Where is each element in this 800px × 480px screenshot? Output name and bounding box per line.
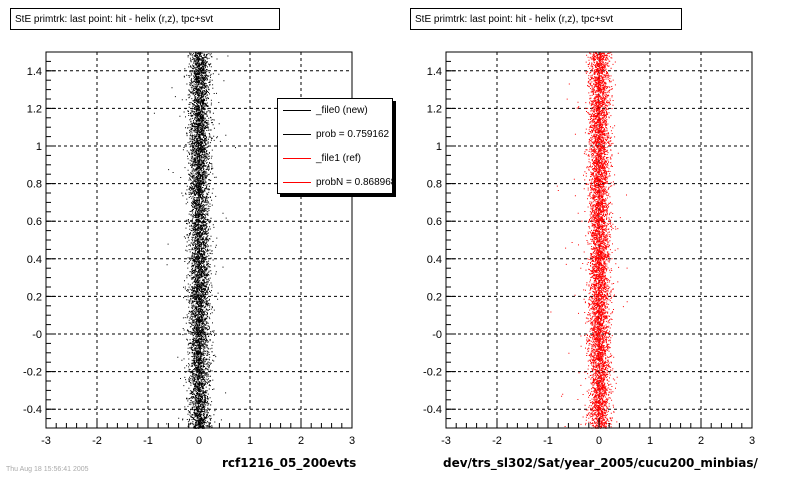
x-tick-label: 3 — [749, 435, 755, 447]
footer-timestamp: Thu Aug 18 15:56:41 2005 — [6, 466, 89, 473]
y-tick-label: 1.4 — [27, 66, 42, 78]
x-tick-label: -1 — [543, 435, 553, 447]
plot-title-right: StE primtrk: last point: hit - helix (r,… — [410, 8, 682, 30]
legend-label: prob = 0.759162 — [316, 129, 390, 140]
y-tick-label: 0.2 — [427, 291, 442, 303]
x-tick-label: 0 — [196, 435, 202, 447]
legend-label: probN = 0.868968 — [316, 177, 393, 188]
y-tick-label: 0.6 — [427, 216, 442, 228]
y-tick-label: 1.2 — [427, 103, 442, 115]
legend-entry: _file0 (new) — [278, 99, 392, 123]
y-tick-label: -0 — [432, 329, 442, 341]
y-tick-label: 0.6 — [27, 216, 42, 228]
y-tick-label: 0.2 — [27, 291, 42, 303]
x-tick-label: -3 — [441, 435, 451, 447]
y-tick-label: 1 — [36, 141, 42, 153]
legend-label: _file0 (new) — [316, 105, 368, 116]
x-caption-right: dev/trs_sl302/Sat/year_2005/cucu200_minb… — [443, 456, 758, 470]
legend-swatch — [283, 134, 311, 135]
y-tick-label: 0.4 — [27, 254, 42, 266]
x-tick-label: -1 — [143, 435, 153, 447]
x-tick-label: 2 — [698, 435, 704, 447]
y-tick-label: -0 — [32, 329, 42, 341]
x-tick-label: -2 — [92, 435, 102, 447]
y-tick-label: 0.4 — [427, 254, 442, 266]
y-tick-label: 1.2 — [27, 103, 42, 115]
legend-label: _file1 (ref) — [316, 153, 362, 164]
plot-title-left: StE primtrk: last point: hit - helix (r,… — [10, 8, 280, 30]
y-tick-label: 1.4 — [427, 66, 442, 78]
x-tick-label: 1 — [247, 435, 253, 447]
legend-entry: prob = 0.759162 — [278, 123, 392, 147]
y-tick-label: 0.8 — [427, 179, 442, 191]
y-tick-label: -0.4 — [23, 404, 42, 416]
legend-entry: probN = 0.868968 — [278, 171, 393, 193]
legend-swatch — [283, 110, 311, 111]
y-tick-label: 0.8 — [27, 179, 42, 191]
scatter-points — [153, 52, 236, 429]
x-tick-label: -2 — [492, 435, 502, 447]
legend-swatch — [283, 182, 311, 183]
x-tick-label: 2 — [298, 435, 304, 447]
x-caption-left: rcf1216_05_200evts — [222, 456, 357, 470]
x-tick-label: -3 — [41, 435, 51, 447]
legend-swatch — [283, 158, 311, 159]
x-tick-label: 0 — [596, 435, 602, 447]
x-tick-label: 1 — [647, 435, 653, 447]
x-tick-label: 3 — [349, 435, 355, 447]
y-tick-label: 1 — [436, 141, 442, 153]
legend-entry: _file1 (ref) — [278, 147, 392, 171]
y-tick-label: -0.4 — [423, 404, 442, 416]
y-tick-label: -0.2 — [23, 367, 42, 379]
y-tick-label: -0.2 — [423, 367, 442, 379]
legend-box: _file0 (new) prob = 0.759162 _file1 (ref… — [277, 98, 393, 194]
